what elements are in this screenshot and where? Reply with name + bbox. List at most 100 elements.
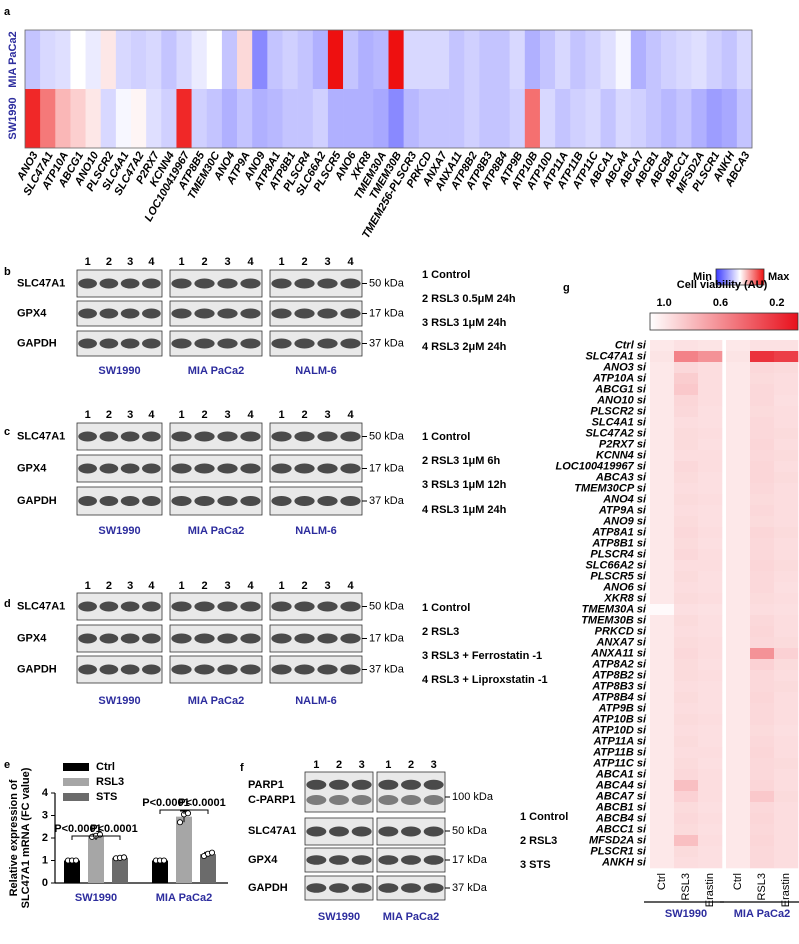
row-label: ANXA11 si [590, 647, 647, 659]
heatmap-cell [726, 703, 751, 715]
heatmap-cell [650, 505, 675, 517]
legend-entry: 1 Control [422, 269, 470, 281]
lane-number: 1 [313, 759, 319, 771]
heatmap-cell [726, 802, 751, 814]
heatmap-cell [698, 824, 723, 836]
lane-number: 3 [431, 759, 437, 771]
heatmap-cell [726, 857, 751, 869]
heatmap-cell [645, 89, 662, 148]
heatmap-cell [650, 593, 675, 605]
heatmap-cell [674, 340, 699, 352]
row-label: PLSCR5 si [590, 570, 647, 582]
lane-number: 1 [385, 759, 391, 771]
blot-band [142, 496, 161, 506]
heatmap-cell [674, 692, 699, 704]
blot-band [120, 601, 140, 612]
blot-band [401, 779, 421, 790]
heatmap-cell [650, 780, 675, 792]
heatmap-cell [176, 89, 192, 148]
blot-band [329, 855, 349, 865]
heatmap-cell [674, 417, 699, 429]
band-label: GAPDH [17, 663, 57, 675]
heatmap-cell [403, 30, 420, 89]
heatmap-cell [433, 30, 450, 89]
heatmap-cell [615, 89, 632, 148]
heatmap-cell [674, 516, 699, 528]
blot-band [142, 633, 161, 644]
heatmap-cell [750, 538, 775, 550]
blot-band [120, 278, 140, 289]
lane-number: 3 [324, 580, 330, 592]
panel-label: f [240, 762, 244, 774]
lane-number: 1 [278, 256, 284, 268]
heatmap-cell [774, 351, 799, 363]
heatmap-cell [726, 670, 751, 682]
heatmap-cell [25, 89, 41, 148]
row-label: ABCA3 si [595, 471, 647, 483]
cell-line-label: MIA PaCa2 [188, 525, 244, 537]
heatmap-cell [650, 604, 675, 616]
heatmap-cell [176, 30, 192, 89]
heatmap-cell [750, 813, 775, 825]
blot-band [423, 826, 444, 837]
heatmap-cell [650, 758, 675, 770]
heatmap-cell [750, 428, 775, 440]
blot-band [217, 664, 238, 675]
x-tick-label: MIA PaCa2 [156, 892, 212, 904]
heatmap-cell [750, 637, 775, 649]
column-label: Erastin [780, 873, 792, 907]
blot-band [306, 855, 327, 865]
heatmap-cell [774, 835, 799, 847]
row-label: PLSCR2 si [590, 405, 647, 417]
bar [112, 857, 128, 883]
heatmap-cell [650, 362, 675, 374]
lane-number: 4 [247, 256, 254, 268]
heatmap-cell [674, 736, 699, 748]
blot-band [120, 463, 140, 474]
heatmap-cell [674, 395, 699, 407]
heatmap-cell [774, 516, 799, 528]
heatmap-cell [650, 703, 675, 715]
heatmap-cell [726, 472, 751, 484]
lane-number: 3 [127, 580, 133, 592]
bar [176, 816, 192, 883]
heatmap-cell [750, 516, 775, 528]
blot-band [78, 664, 97, 675]
heatmap-cell [774, 813, 799, 825]
heatmap-cell [585, 89, 601, 148]
lane-number: 4 [247, 580, 254, 592]
marker-label: 37 kDa [369, 337, 405, 349]
heatmap-cell [674, 791, 699, 803]
heatmap-cell [555, 89, 571, 148]
blot-band [217, 496, 238, 506]
heatmap-cell [70, 89, 86, 148]
heatmap-cell [726, 428, 751, 440]
blot-band [378, 779, 399, 790]
blot-band [317, 308, 338, 319]
blot-band [99, 664, 119, 675]
heatmap-cell [674, 769, 699, 781]
band-label: GPX4 [17, 462, 47, 474]
legend-entry: 2 RSL3 [520, 835, 557, 847]
blot-band [340, 633, 361, 644]
heatmap-cell [146, 89, 162, 148]
heatmap-cell [750, 505, 775, 517]
blot-band [217, 463, 238, 474]
blot-band [317, 338, 338, 349]
heatmap-cell [674, 703, 699, 715]
legend-label: STS [96, 791, 117, 803]
heatmap-cell [698, 714, 723, 726]
heatmap-cell [774, 450, 799, 462]
heatmap-cell [674, 450, 699, 462]
heatmap-cell [698, 813, 723, 825]
heatmap-cell [676, 89, 692, 148]
heatmap-cell [650, 340, 675, 352]
heatmap-cell [674, 758, 699, 770]
lane-number: 4 [148, 256, 155, 268]
blot-band [194, 664, 215, 675]
heatmap-cell [698, 736, 723, 748]
row-label: PRKCD si [595, 625, 647, 637]
lane-number: 1 [85, 580, 91, 592]
blot-band [240, 431, 261, 442]
heatmap-cell [750, 780, 775, 792]
